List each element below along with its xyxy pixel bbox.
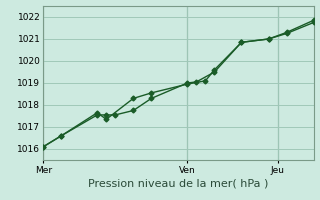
X-axis label: Pression niveau de la mer( hPa ): Pression niveau de la mer( hPa ) <box>88 179 268 189</box>
